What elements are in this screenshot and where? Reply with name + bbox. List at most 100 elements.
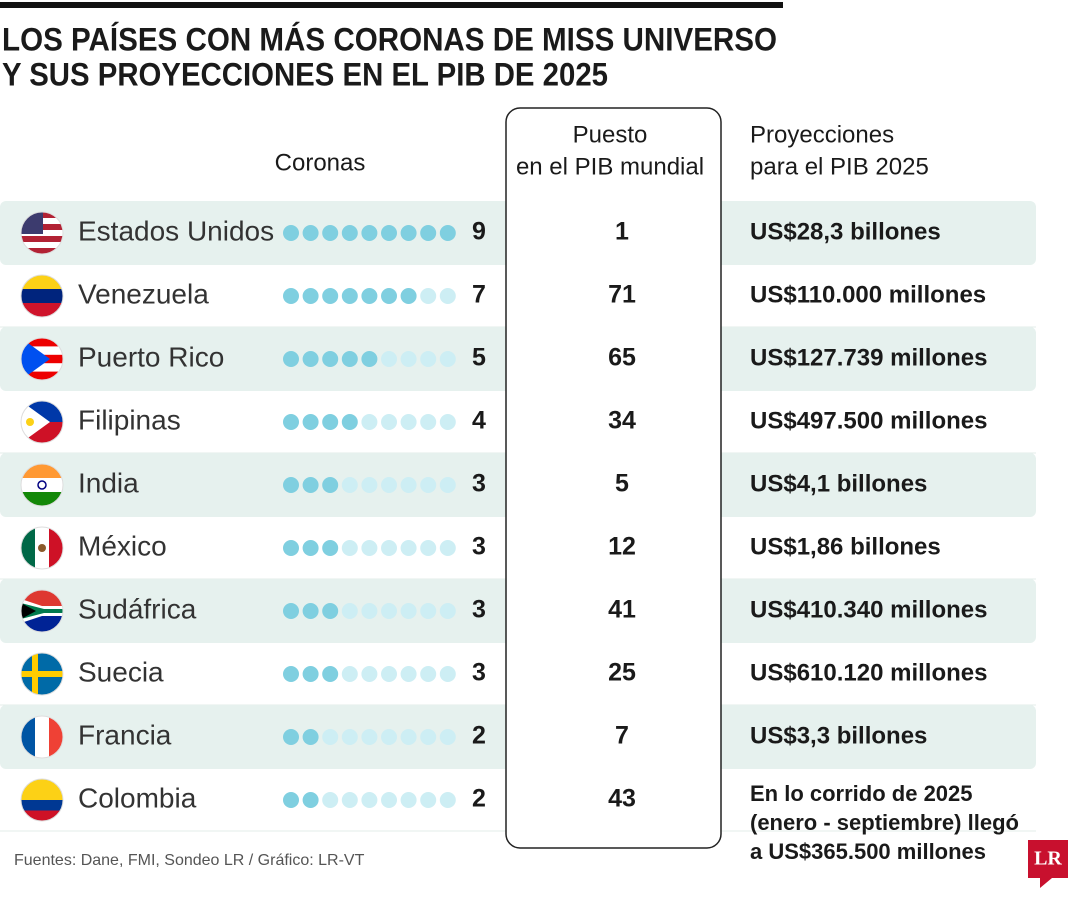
gdp-value: US$3,3 billones	[750, 722, 927, 749]
flag-part	[21, 716, 36, 758]
crown-dot-empty	[341, 729, 358, 745]
crown-dot-empty	[420, 414, 437, 430]
crown-dot-empty	[439, 792, 456, 808]
crown-dot	[361, 288, 378, 304]
flag	[21, 653, 63, 695]
country-name: Puerto Rico	[78, 341, 224, 372]
flag-part	[21, 603, 63, 619]
crown-dot-empty	[420, 540, 437, 556]
crown-dot	[322, 225, 339, 241]
crowns-value: 2	[472, 785, 486, 813]
country-name: India	[78, 467, 139, 498]
title-line: LOS PAÍSES CON MÁS CORONAS DE MISS UNIVE…	[2, 21, 777, 57]
gdp-value: a US$365.500 millones	[750, 839, 986, 864]
gdp-value: US$127.739 millones	[750, 344, 987, 371]
flag-part	[21, 248, 63, 254]
crown-dot	[381, 225, 397, 241]
gdp-value: US$610.120 millones	[750, 659, 987, 686]
crown-dot-empty	[322, 792, 339, 808]
flag-outline	[20, 274, 64, 318]
crown-dot	[302, 225, 319, 241]
crown-dot-empty	[361, 666, 378, 682]
rank-value: 34	[608, 407, 636, 435]
crown-dot-empty	[420, 288, 437, 304]
crown-dot-empty	[420, 792, 437, 808]
crown-dot-empty	[361, 729, 378, 745]
country-name: Francia	[78, 719, 172, 750]
crown-dot-empty	[439, 603, 456, 619]
crown-dot	[283, 666, 299, 682]
logo-tail	[1040, 878, 1052, 888]
crown-dot-empty	[439, 540, 456, 556]
crown-dot-empty	[381, 666, 397, 682]
crown-dot-empty	[400, 477, 417, 493]
crown-dot	[283, 540, 299, 556]
flag-part	[37, 480, 47, 490]
crown-dot-empty	[400, 666, 417, 682]
flag-outline	[20, 400, 64, 444]
flag-part	[21, 492, 63, 506]
crown-dot-empty	[439, 666, 456, 682]
flag-part	[21, 527, 36, 569]
gdp-value: (enero - septiembre) llegó	[750, 810, 1019, 835]
crown-dot-empty	[341, 603, 358, 619]
source: Fuentes: Dane, FMI, Sondeo LR / Gráfico:…	[14, 852, 365, 869]
rank-value: 25	[608, 659, 636, 687]
gdp-value: US$497.500 millones	[750, 407, 987, 434]
rank-value: 5	[615, 470, 629, 498]
crown-dot	[322, 603, 339, 619]
country-name: Venezuela	[78, 278, 209, 309]
crown-dot-empty	[400, 603, 417, 619]
crown-dot-empty	[439, 414, 456, 430]
flag-part	[21, 779, 63, 790]
rank-value: 7	[615, 722, 629, 750]
flag-part	[21, 338, 63, 347]
header-rank: Puesto	[573, 121, 648, 148]
country-name: Suecia	[78, 656, 164, 687]
crown-dot-empty	[381, 414, 397, 430]
flag-part	[21, 671, 63, 677]
crown-dot	[400, 225, 417, 241]
flag-part	[21, 800, 63, 811]
crown-dot	[322, 540, 339, 556]
header-crowns: Coronas	[275, 149, 366, 176]
crown-dot	[283, 351, 299, 367]
rank-value: 41	[608, 596, 636, 624]
top-rule	[0, 2, 783, 8]
crown-dot	[400, 288, 417, 304]
flag	[21, 779, 63, 821]
flag	[21, 401, 63, 443]
flag-part	[21, 363, 63, 373]
crown-dot	[302, 603, 319, 619]
flag-part	[21, 478, 63, 493]
rank-value: 71	[608, 281, 636, 309]
flag-part	[21, 789, 63, 801]
flag-part	[35, 716, 50, 758]
crown-dot	[361, 351, 378, 367]
crown-dot-empty	[400, 351, 417, 367]
gdp-value: US$410.340 millones	[750, 596, 987, 623]
flag-outline	[20, 778, 64, 822]
flag-part	[21, 810, 63, 821]
crown-dot-empty	[420, 729, 437, 745]
crown-dot-empty	[361, 477, 378, 493]
crowns-value: 3	[472, 659, 486, 687]
flag	[21, 338, 63, 380]
crown-dot-empty	[400, 729, 417, 745]
rank-value: 65	[608, 344, 636, 372]
flag-part	[49, 527, 63, 569]
country-name: Filipinas	[78, 404, 181, 435]
crown-dot	[283, 792, 299, 808]
flag-outline	[20, 652, 64, 696]
crown-dot-empty	[381, 477, 397, 493]
rank-value: 12	[608, 533, 636, 561]
crown-dot	[302, 477, 319, 493]
crown-dot-empty	[341, 666, 358, 682]
crown-dot-empty	[361, 792, 378, 808]
crowns-value: 9	[472, 218, 486, 246]
crown-dot-empty	[361, 540, 378, 556]
crown-dot	[322, 288, 339, 304]
flag-part	[38, 544, 46, 552]
gdp-value: En lo corrido de 2025	[750, 781, 973, 806]
